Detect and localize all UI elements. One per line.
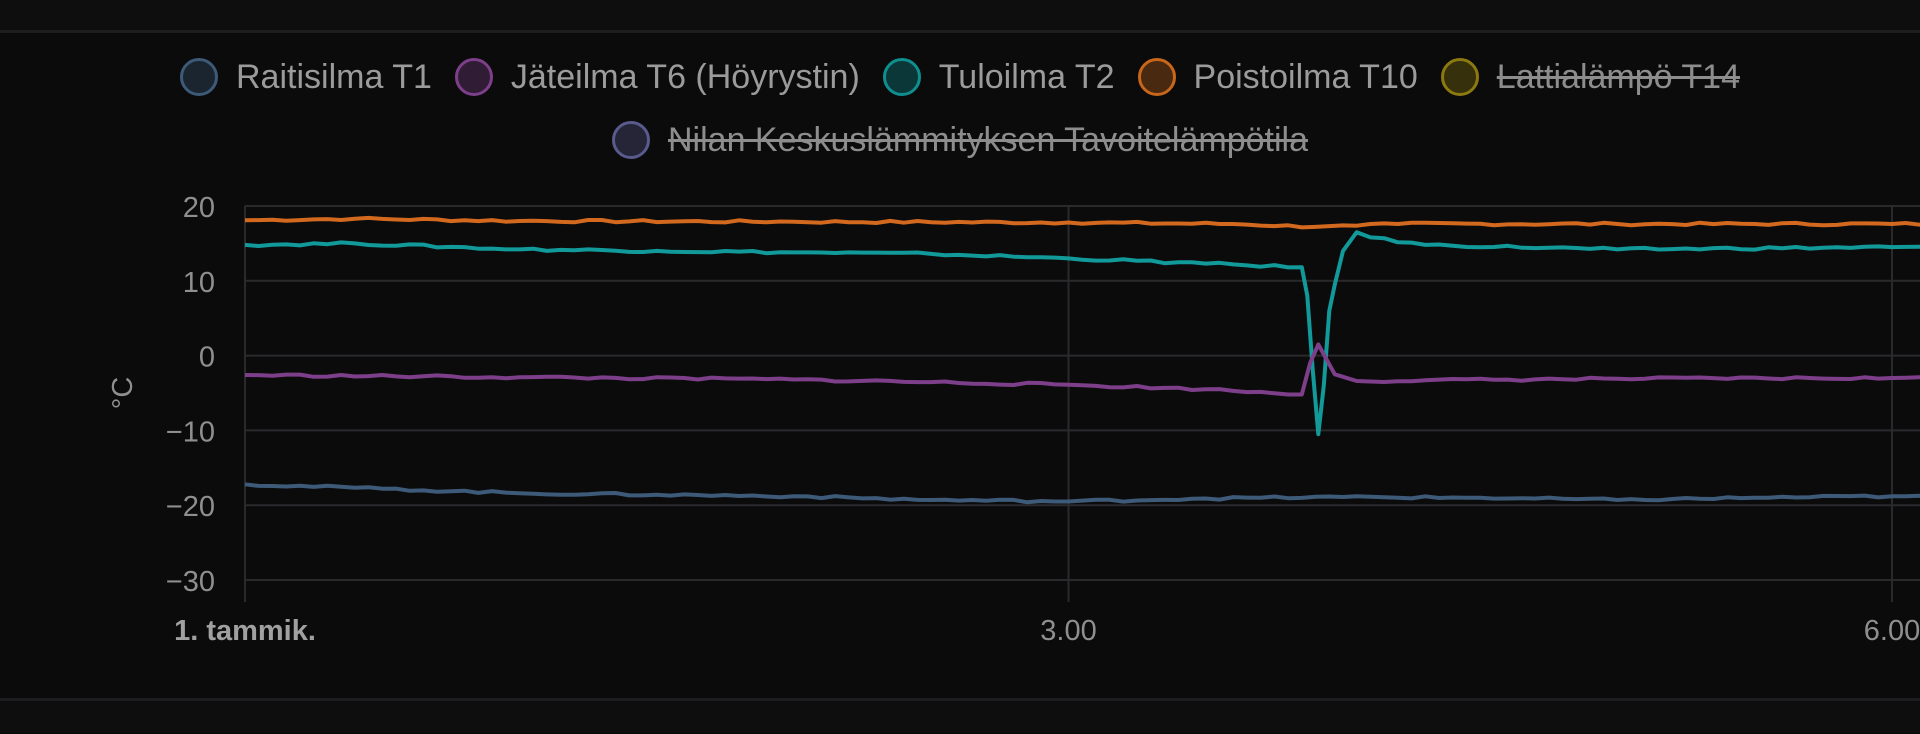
x-tick-label: 6.00 <box>1864 615 1920 647</box>
y-tick-label: 0 <box>199 342 215 374</box>
y-tick-label: −30 <box>166 566 215 598</box>
series-line <box>245 344 1920 402</box>
x-tick-label: 3.00 <box>1040 615 1096 647</box>
series-line <box>245 218 1920 228</box>
bottom-panel-edge <box>0 698 1920 732</box>
y-tick-label: 20 <box>183 192 215 224</box>
x-tick-label: 1. tammik. <box>174 615 316 647</box>
series-line <box>245 212 1920 434</box>
y-tick-label: 10 <box>183 267 215 299</box>
y-axis-title: °C <box>107 377 139 410</box>
y-tick-label: −10 <box>166 416 215 448</box>
y-tick-label: −20 <box>166 491 215 523</box>
